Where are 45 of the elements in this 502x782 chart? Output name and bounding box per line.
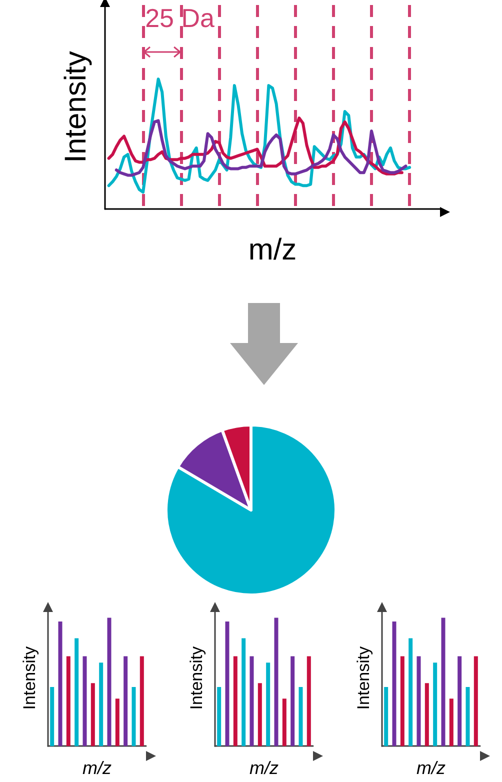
y-axis-title: Intensity bbox=[60, 51, 92, 163]
bar bbox=[58, 622, 62, 746]
x-axis-title: m/z bbox=[82, 758, 112, 778]
bar bbox=[306, 656, 311, 746]
bar bbox=[441, 618, 446, 746]
bar bbox=[233, 656, 238, 746]
bar bbox=[242, 638, 246, 746]
text: 25 Da bbox=[145, 3, 214, 34]
bar bbox=[408, 638, 413, 746]
bar bbox=[290, 656, 295, 746]
bar bbox=[424, 683, 429, 746]
bar bbox=[140, 656, 144, 746]
bar bbox=[400, 656, 404, 746]
bar bbox=[225, 622, 230, 746]
x-axis-title: m/z bbox=[416, 758, 446, 778]
bar bbox=[458, 656, 462, 746]
bar bbox=[107, 618, 112, 746]
y-axis-title: Intensity bbox=[187, 646, 206, 710]
bar bbox=[274, 618, 278, 746]
bar bbox=[50, 687, 54, 746]
bar bbox=[433, 662, 438, 746]
bar bbox=[124, 656, 128, 746]
bar bbox=[217, 687, 222, 746]
bar bbox=[474, 656, 478, 746]
bar bbox=[82, 656, 87, 746]
bar bbox=[99, 662, 104, 746]
bar bbox=[90, 683, 95, 746]
bar bbox=[258, 683, 262, 746]
bar bbox=[132, 687, 136, 746]
bar bbox=[416, 656, 421, 746]
bar bbox=[392, 622, 396, 746]
bar bbox=[250, 656, 254, 746]
y-axis-title: Intensity bbox=[20, 646, 39, 710]
y-axis-title: Intensity bbox=[354, 646, 373, 710]
x-axis-title: m/z bbox=[248, 234, 297, 266]
bar bbox=[66, 656, 70, 746]
bar bbox=[449, 698, 454, 746]
x-axis-title: m/z bbox=[250, 758, 278, 778]
bar bbox=[282, 698, 286, 746]
bar bbox=[266, 662, 270, 746]
bar bbox=[115, 698, 120, 746]
bar bbox=[384, 687, 388, 746]
bar bbox=[466, 687, 470, 746]
bar bbox=[74, 638, 79, 746]
bar bbox=[298, 687, 303, 746]
